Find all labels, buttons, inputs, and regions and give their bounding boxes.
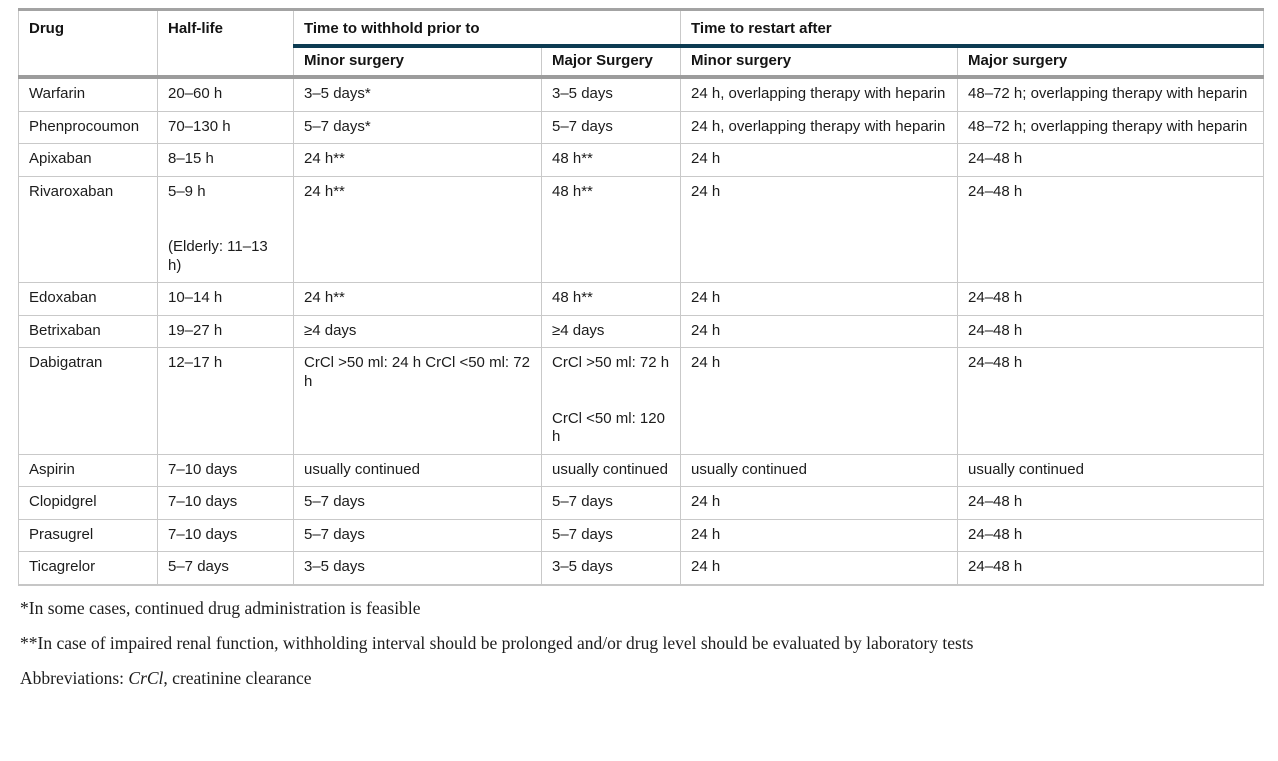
header-sub-row: Minor surgery Major Surgery Minor surger… xyxy=(19,46,1265,79)
cell-half-life: 12–17 h xyxy=(157,347,294,455)
col-group-restart: Time to restart after xyxy=(680,9,1265,48)
cell-half-life: 10–14 h xyxy=(157,282,294,316)
cell-restart-minor: 24 h xyxy=(680,175,959,283)
cell-withhold-major: 5–7 days xyxy=(540,486,682,520)
cell-half-life: 19–27 h xyxy=(157,314,294,348)
cell-withhold-major: ≥4 days xyxy=(540,314,682,348)
cell-half-life: 8–15 h xyxy=(157,143,294,177)
col-header-half-life: Half-life xyxy=(157,9,294,79)
cell-half-life: 20–60 h xyxy=(157,76,294,112)
cell-half-life: 5–9 h (Elderly: 11–13 h) xyxy=(157,175,294,283)
cell-withhold-minor: ≥4 days xyxy=(293,314,542,348)
col-header-drug: Drug xyxy=(18,9,158,79)
table-row-edoxaban: Edoxaban 10–14 h 24 h** 48 h** 24 h 24–4… xyxy=(18,282,1265,316)
cell-withhold-minor: 5–7 days xyxy=(293,486,542,520)
cell-withhold-major: 3–5 days xyxy=(540,551,682,585)
footnotes: *In some cases, continued drug administr… xyxy=(18,598,1263,689)
cell-drug: Aspirin xyxy=(18,453,158,487)
table-row-warfarin: Warfarin 20–60 h 3–5 days* 3–5 days 24 h… xyxy=(18,76,1265,112)
cell-restart-minor: 24 h xyxy=(680,518,959,552)
abbreviation-prefix: Abbreviations: xyxy=(20,667,129,688)
cell-restart-major: 48–72 h; overlapping therapy with hepari… xyxy=(957,110,1265,144)
footnote-abbreviations: Abbreviations: CrCl, creatinine clearanc… xyxy=(20,668,1263,689)
cell-restart-major: 48–72 h; overlapping therapy with hepari… xyxy=(957,76,1265,112)
cell-restart-major: 24–48 h xyxy=(957,518,1265,552)
cell-withhold-major: 3–5 days xyxy=(540,76,682,112)
footnote-double-asterisk: **In case of impaired renal function, wi… xyxy=(20,632,974,653)
cell-restart-major: 24–48 h xyxy=(957,314,1265,348)
cell-restart-major: 24–48 h xyxy=(957,282,1265,316)
cell-withhold-minor: 3–5 days* xyxy=(293,76,542,112)
cell-restart-major: 24–48 h xyxy=(957,175,1265,283)
table-row-aspirin: Aspirin 7–10 days usually continued usua… xyxy=(18,453,1265,487)
cell-half-life: 7–10 days xyxy=(157,486,294,520)
cell-drug: Dabigatran xyxy=(18,347,158,455)
table-row-apixaban: Apixaban 8–15 h 24 h** 48 h** 24 h 24–48… xyxy=(18,143,1265,177)
cell-restart-major: 24–48 h xyxy=(957,551,1265,585)
col-header-restart-major: Major surgery xyxy=(957,46,1265,79)
table-row-dabigatran: Dabigatran 12–17 h CrCl >50 ml: 24 h CrC… xyxy=(18,347,1265,455)
table-body: Warfarin 20–60 h 3–5 days* 3–5 days 24 h… xyxy=(18,76,1265,585)
cell-half-life: 7–10 days xyxy=(157,453,294,487)
cell-withhold-minor: 3–5 days xyxy=(293,551,542,585)
col-header-withhold-major: Major Surgery xyxy=(540,46,682,79)
header-group-row: Drug Half-life Time to withhold prior to… xyxy=(18,9,1265,79)
cell-restart-minor: 24 h xyxy=(680,347,959,455)
cell-drug: Phenprocoumon xyxy=(18,110,158,144)
cell-restart-major: usually continued xyxy=(957,453,1265,487)
cell-restart-minor: 24 h, overlapping therapy with heparin xyxy=(680,76,959,112)
cell-drug: Clopidgrel xyxy=(18,486,158,520)
cell-withhold-minor: usually continued xyxy=(293,453,542,487)
cell-withhold-minor: 24 h** xyxy=(293,143,542,177)
cell-half-life: 5–7 days xyxy=(157,551,294,585)
col-header-restart-minor: Minor surgery xyxy=(680,46,959,79)
cell-restart-minor: 24 h xyxy=(680,314,959,348)
cell-withhold-minor: CrCl >50 ml: 24 h CrCl <50 ml: 72 h xyxy=(293,347,542,455)
table-row-rivaroxaban: Rivaroxaban 5–9 h (Elderly: 11–13 h) 24 … xyxy=(18,175,1265,283)
cell-withhold-major: 48 h** xyxy=(540,175,682,283)
abbreviation-term: CrCl xyxy=(128,667,164,688)
cell-withhold-major: 5–7 days xyxy=(540,518,682,552)
cell-drug: Apixaban xyxy=(18,143,158,177)
abbreviation-suffix: , creatinine clearance xyxy=(163,667,312,688)
table-row-clopidgrel: Clopidgrel 7–10 days 5–7 days 5–7 days 2… xyxy=(18,486,1265,520)
table-row-betrixaban: Betrixaban 19–27 h ≥4 days ≥4 days 24 h … xyxy=(18,314,1265,348)
cell-drug: Rivaroxaban xyxy=(18,175,158,283)
cell-withhold-major: usually continued xyxy=(540,453,682,487)
cell-drug: Betrixaban xyxy=(18,314,158,348)
col-group-withhold: Time to withhold prior to xyxy=(292,9,682,48)
cell-restart-major: 24–48 h xyxy=(957,143,1265,177)
cell-drug: Warfarin xyxy=(18,76,158,112)
cell-drug: Edoxaban xyxy=(18,282,158,316)
cell-withhold-major: 5–7 days xyxy=(540,110,682,144)
cell-restart-minor: usually continued xyxy=(680,453,959,487)
cell-withhold-minor: 24 h** xyxy=(293,282,542,316)
cell-restart-minor: 24 h xyxy=(680,551,959,585)
cell-withhold-minor: 5–7 days* xyxy=(293,110,542,144)
cell-half-life: 70–130 h xyxy=(157,110,294,144)
cell-withhold-major: 48 h** xyxy=(540,143,682,177)
cell-restart-minor: 24 h, overlapping therapy with heparin xyxy=(680,110,959,144)
footnote-asterisk: *In some cases, continued drug administr… xyxy=(20,597,421,618)
cell-drug: Prasugrel xyxy=(18,518,158,552)
cell-withhold-minor: 5–7 days xyxy=(293,518,542,552)
table-header: Drug Half-life Time to withhold prior to… xyxy=(18,9,1265,79)
cell-withhold-minor: 24 h** xyxy=(293,175,542,283)
col-header-withhold-minor: Minor surgery xyxy=(293,46,542,79)
cell-restart-minor: 24 h xyxy=(680,143,959,177)
cell-withhold-major: CrCl >50 ml: 72 h CrCl <50 ml: 120 h xyxy=(540,347,682,455)
cell-half-life: 7–10 days xyxy=(157,518,294,552)
cell-restart-major: 24–48 h xyxy=(957,486,1265,520)
cell-restart-major: 24–48 h xyxy=(957,347,1265,455)
cell-withhold-major: 48 h** xyxy=(540,282,682,316)
cell-restart-minor: 24 h xyxy=(680,486,959,520)
cell-drug: Ticagrelor xyxy=(18,551,158,585)
table-row-phenprocoumon: Phenprocoumon 70–130 h 5–7 days* 5–7 day… xyxy=(18,110,1265,144)
drug-withholding-table: Drug Half-life Time to withhold prior to… xyxy=(18,8,1265,586)
table-row-prasugrel: Prasugrel 7–10 days 5–7 days 5–7 days 24… xyxy=(18,518,1265,552)
cell-restart-minor: 24 h xyxy=(680,282,959,316)
table-row-ticagrelor: Ticagrelor 5–7 days 3–5 days 3–5 days 24… xyxy=(18,551,1265,585)
